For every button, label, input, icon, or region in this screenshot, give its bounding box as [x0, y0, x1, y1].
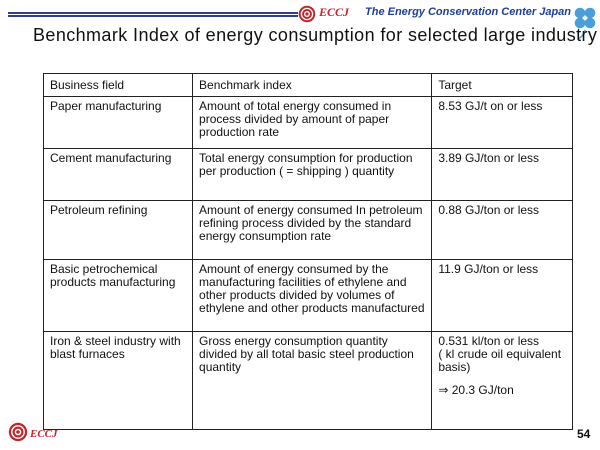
target-cell: 3.89 GJ/ton or less [431, 148, 573, 201]
business-field-cell: Iron & steel industry with blast furnace… [42, 331, 194, 430]
business-field-cell: Paper manufacturing [42, 96, 194, 149]
business-field-cell: Petroleum refining [42, 200, 194, 260]
header-business-field: Business field [42, 73, 194, 97]
header-target: Target [431, 73, 573, 97]
benchmark-index-cell: Amount of energy consumed by the manufac… [192, 259, 433, 332]
target-cell: 8.53 GJ/t on or less [431, 96, 573, 149]
clover-logo-icon [574, 7, 596, 40]
table-row: Paper manufacturing Amount of total ener… [42, 96, 573, 149]
eccj-footer-logo-icon [8, 422, 28, 442]
header-logo-text: ECCJ [319, 5, 350, 19]
business-field-cell: Cement manufacturing [42, 148, 194, 201]
table-row: Iron & steel industry with blast furnace… [42, 331, 573, 430]
organization-name: The Energy Conservation Center Japan [365, 6, 571, 18]
eccj-logo-icon [298, 5, 316, 23]
page-number: 54 [577, 427, 591, 441]
table-row: Cement manufacturing Total energy consum… [42, 148, 573, 201]
benchmark-index-cell: Total energy consumption for production … [192, 148, 433, 201]
table-row: Basic petrochemical products manufacturi… [42, 259, 573, 332]
page-title: Benchmark Index of energy consumption fo… [33, 25, 598, 45]
business-field-cell: Basic petrochemical products manufacturi… [42, 259, 194, 332]
target-conversion: ⇒ 20.3 GJ/ton [438, 383, 514, 397]
benchmark-index-cell: Gross energy consumption quantity divide… [192, 331, 433, 430]
target-cell: 11.9 GJ/ton or less [431, 259, 573, 332]
target-cell: 0.88 GJ/ton or less [431, 200, 573, 260]
header-benchmark-index: Benchmark index [192, 73, 433, 97]
table-header-row: Business field Benchmark index Target [42, 73, 573, 97]
benchmark-index-cell: Amount of energy consumed In petroleum r… [192, 200, 433, 260]
target-note: ( kl crude oil equivalent basis) [438, 347, 562, 374]
benchmark-table: Business field Benchmark index Target Pa… [42, 73, 573, 430]
footer-logo-text: ECCJ [30, 428, 58, 440]
target-value: 0.531 kl/ton or less [438, 334, 540, 348]
header-rule [8, 12, 298, 17]
table-row: Petroleum refining Amount of energy cons… [42, 200, 573, 260]
benchmark-index-cell: Amount of total energy consumed in proce… [192, 96, 433, 149]
target-cell: 0.531 kl/ton or less ( kl crude oil equi… [431, 331, 573, 430]
